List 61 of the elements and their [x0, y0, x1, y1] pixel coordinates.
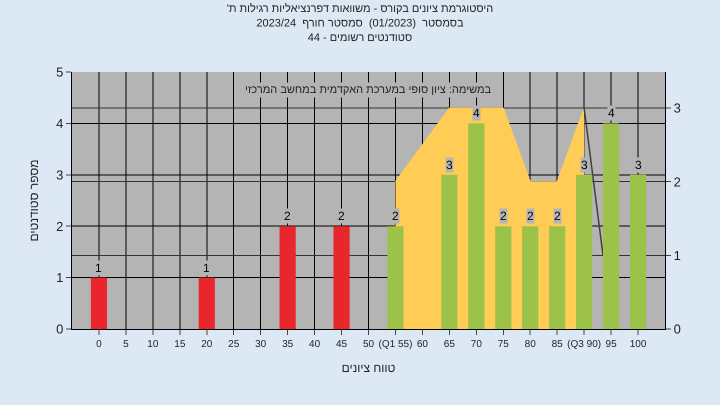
bar	[333, 226, 350, 329]
x-tick-label: (Q1 55)	[378, 339, 412, 350]
x-tick-label: 95	[606, 339, 618, 350]
chart-title: 'היסטוגרמת ציונים בקורס - משוואות דפרנציאליות רגילות ת בסמסטר (01/2023) סמסטר חורף 2023/24 סטודנטים רשומים - 44	[226, 3, 494, 44]
bar	[90, 278, 108, 329]
data-label: 1	[95, 261, 102, 275]
x-tick-label: 75	[498, 339, 510, 350]
data-label: 3	[581, 158, 588, 172]
x-tick-label: 15	[174, 339, 186, 350]
x-tick-label: 45	[336, 339, 348, 350]
bar	[495, 226, 512, 329]
y2-tick-label: 0	[674, 322, 681, 337]
y2-tick-label: 3	[674, 100, 681, 116]
x-tick-label: (Q3 90)	[567, 339, 602, 350]
y2-tick-label: 2	[674, 174, 681, 190]
bar	[198, 278, 215, 329]
bar	[280, 226, 296, 329]
bar	[630, 174, 646, 329]
data-label: 2	[527, 209, 534, 223]
x-tick-label: 10	[147, 339, 159, 350]
data-label: 2	[500, 209, 507, 223]
data-label: 2	[392, 209, 399, 223]
y-tick-label: 0	[56, 322, 64, 337]
data-label: 2	[284, 209, 291, 223]
x-tick-label: 50	[362, 339, 374, 350]
y-tick-label: 2	[56, 218, 64, 234]
y-tick-label: 5	[56, 64, 64, 80]
x-tick-label: 30	[255, 339, 267, 350]
x-tick-label: 25	[228, 339, 240, 350]
bar	[549, 226, 566, 329]
y-tick-label: 1	[56, 270, 64, 286]
data-label: 4	[608, 106, 615, 120]
y-tick-label: 3	[56, 167, 64, 182]
y-axis-title: מספר סטודנטים	[27, 159, 41, 242]
x-tick-label: 0	[96, 339, 102, 350]
bar	[522, 226, 538, 329]
x-tick-label: 35	[282, 339, 294, 350]
bar	[387, 226, 404, 329]
bar	[441, 174, 458, 329]
bar	[576, 174, 592, 329]
data-label: 1	[203, 261, 210, 275]
data-label: 3	[635, 158, 642, 172]
bar	[468, 123, 484, 329]
y-tick-label: 4	[56, 116, 64, 131]
x-tick-label: 65	[444, 339, 456, 350]
x-tick-label: 100	[630, 339, 647, 350]
annotation: במשימה: ציון סופי במערכת האקדמית במחשב המרכזי	[245, 84, 492, 96]
x-tick-label: 70	[470, 339, 482, 350]
x-tick-label: 40	[309, 339, 321, 350]
data-label: 3	[446, 158, 453, 172]
x-axis-title: טווח ציונים	[342, 360, 396, 375]
bar	[603, 123, 620, 329]
data-label: 2	[554, 209, 561, 223]
x-tick-label: 20	[201, 339, 213, 350]
data-label: 2	[338, 209, 345, 223]
x-tick-label: 5	[123, 339, 130, 350]
x-tick-label: 85	[552, 339, 564, 350]
x-tick-label: 80	[524, 339, 536, 350]
y2-tick-label: 1	[674, 248, 681, 263]
data-label: 4	[473, 106, 480, 120]
x-tick-label: 60	[416, 339, 428, 350]
